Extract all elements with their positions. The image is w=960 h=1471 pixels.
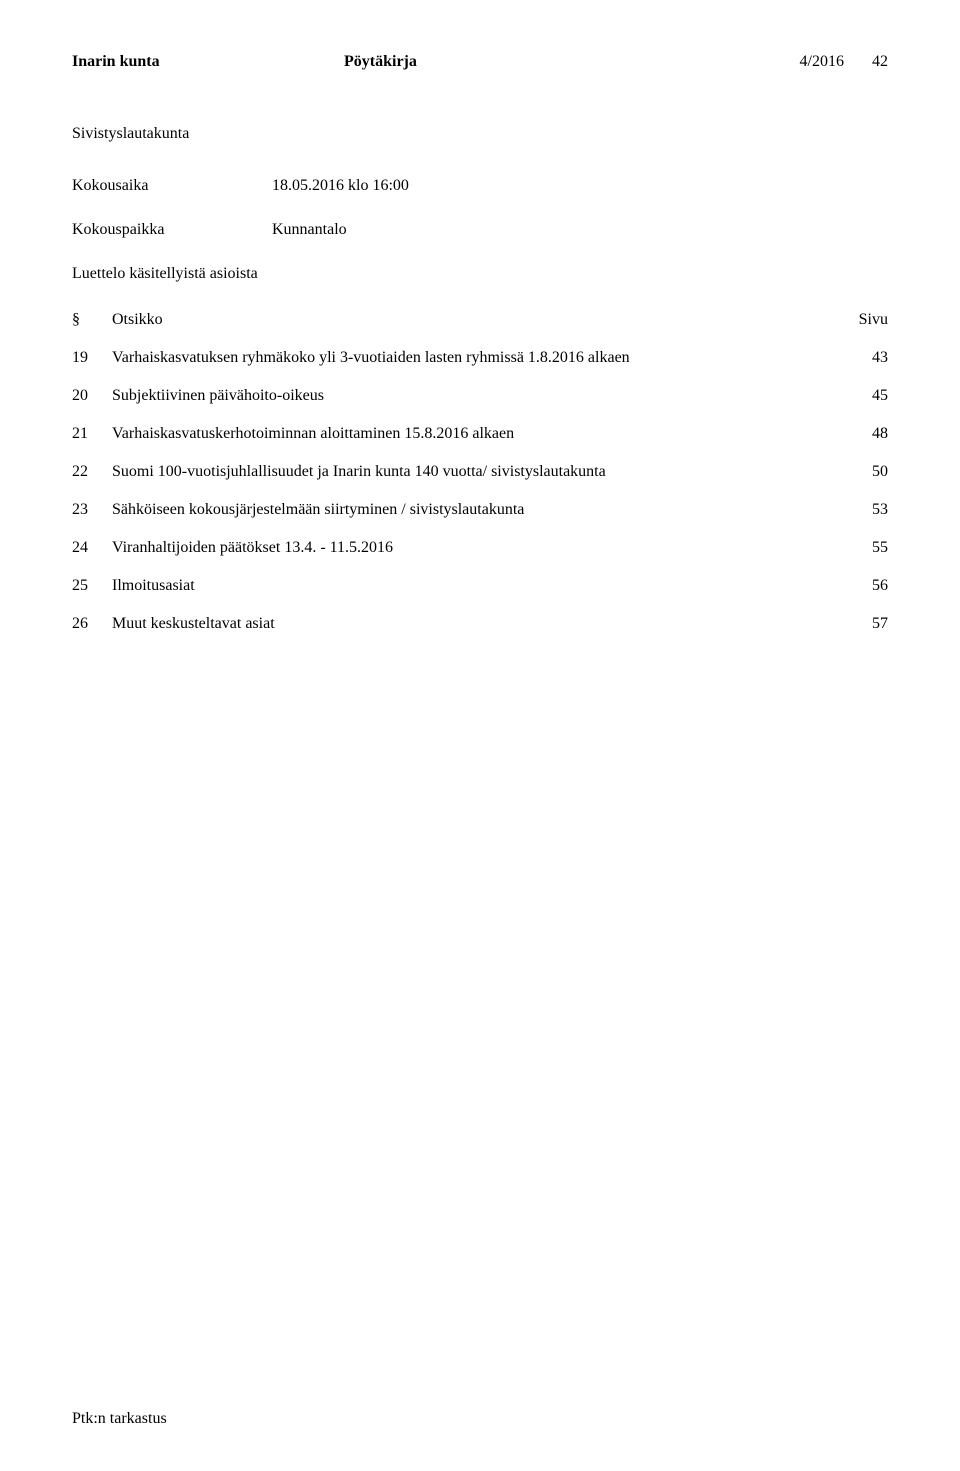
document-header: Inarin kunta Pöytäkirja 4/2016 42 bbox=[72, 50, 888, 74]
meeting-time-value: 18.05.2016 klo 16:00 bbox=[272, 174, 888, 198]
header-pagenum: 42 bbox=[872, 53, 888, 70]
footer-text: Ptk:n tarkastus bbox=[72, 1407, 167, 1431]
toc-row-title: Muut keskusteltavat asiat bbox=[112, 612, 828, 636]
toc-row: 23 Sähköiseen kokousjärjestelmään siirty… bbox=[72, 498, 888, 522]
toc-row-num: 21 bbox=[72, 422, 112, 446]
toc-row-title: Varhaiskasvatuksen ryhmäkoko yli 3-vuoti… bbox=[112, 346, 828, 370]
toc-row-page: 57 bbox=[828, 612, 888, 636]
header-docnum: 4/2016 bbox=[800, 53, 844, 70]
toc-subheading: Luettelo käsitellyistä asioista bbox=[72, 262, 888, 286]
toc-row-title: Subjektiivinen päivähoito-oikeus bbox=[112, 384, 828, 408]
toc-row-title: Viranhaltijoiden päätökset 13.4. - 11.5.… bbox=[112, 536, 828, 560]
toc-row-title: Ilmoitusasiat bbox=[112, 574, 828, 598]
toc-row: 26 Muut keskusteltavat asiat 57 bbox=[72, 612, 888, 636]
toc-header-row: § Otsikko Sivu bbox=[72, 308, 888, 332]
toc-row-num: 25 bbox=[72, 574, 112, 598]
meeting-place-row: Kokouspaikka Kunnantalo bbox=[72, 218, 888, 242]
toc-row: 19 Varhaiskasvatuksen ryhmäkoko yli 3-vu… bbox=[72, 346, 888, 370]
toc-row-num: 26 bbox=[72, 612, 112, 636]
committee-name: Sivistyslautakunta bbox=[72, 122, 888, 146]
meeting-time-label: Kokousaika bbox=[72, 174, 272, 198]
toc-row-num: 23 bbox=[72, 498, 112, 522]
toc-table: § Otsikko Sivu 19 Varhaiskasvatuksen ryh… bbox=[72, 308, 888, 636]
meeting-time-row: Kokousaika 18.05.2016 klo 16:00 bbox=[72, 174, 888, 198]
toc-row: 25 Ilmoitusasiat 56 bbox=[72, 574, 888, 598]
toc-row-num: 20 bbox=[72, 384, 112, 408]
toc-row-num: 24 bbox=[72, 536, 112, 560]
toc-row-page: 45 bbox=[828, 384, 888, 408]
toc-header-title: Otsikko bbox=[112, 308, 828, 332]
toc-row-title: Sähköiseen kokousjärjestelmään siirtymin… bbox=[112, 498, 828, 522]
toc-row-page: 56 bbox=[828, 574, 888, 598]
toc-row-title: Suomi 100-vuotisjuhlallisuudet ja Inarin… bbox=[112, 460, 828, 484]
toc-row: 21 Varhaiskasvatuskerhotoiminnan aloitta… bbox=[72, 422, 888, 446]
toc-row-num: 22 bbox=[72, 460, 112, 484]
toc-row-title: Varhaiskasvatuskerhotoiminnan aloittamin… bbox=[112, 422, 828, 446]
toc-header-section: § bbox=[72, 308, 112, 332]
toc-row: 24 Viranhaltijoiden päätökset 13.4. - 11… bbox=[72, 536, 888, 560]
toc-row-page: 50 bbox=[828, 460, 888, 484]
meeting-place-label: Kokouspaikka bbox=[72, 218, 272, 242]
toc-header-page: Sivu bbox=[828, 308, 888, 332]
toc-row-page: 43 bbox=[828, 346, 888, 370]
header-pageinfo: 4/2016 42 bbox=[616, 50, 888, 74]
header-doctype: Pöytäkirja bbox=[344, 50, 616, 74]
toc-row-page: 53 bbox=[828, 498, 888, 522]
toc-row: 20 Subjektiivinen päivähoito-oikeus 45 bbox=[72, 384, 888, 408]
meeting-place-value: Kunnantalo bbox=[272, 218, 888, 242]
header-org: Inarin kunta bbox=[72, 50, 344, 74]
toc-row: 22 Suomi 100-vuotisjuhlallisuudet ja Ina… bbox=[72, 460, 888, 484]
toc-row-page: 48 bbox=[828, 422, 888, 446]
toc-row-num: 19 bbox=[72, 346, 112, 370]
toc-row-page: 55 bbox=[828, 536, 888, 560]
